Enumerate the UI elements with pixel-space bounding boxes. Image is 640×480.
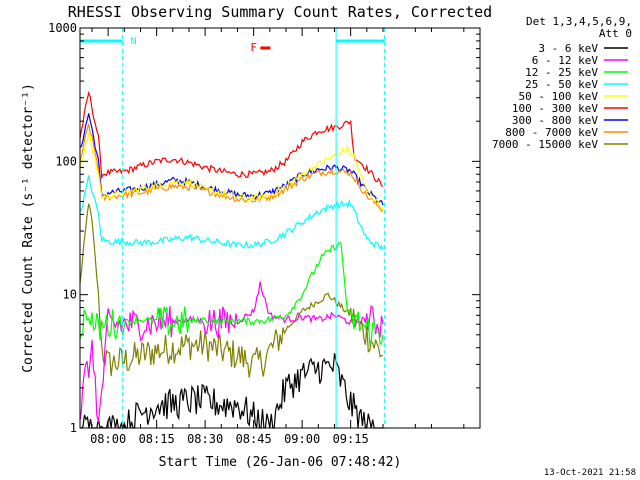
series-line — [79, 281, 384, 423]
legend-label: 7000 - 15000 keV — [492, 138, 598, 151]
series-line — [79, 131, 384, 211]
legend-label: 800 - 7000 keV — [505, 126, 598, 139]
x-tick-label: 08:30 — [187, 432, 223, 446]
y-tick-label: 1000 — [48, 21, 77, 35]
legend-label: 25 - 50 keV — [525, 78, 598, 91]
legend-label: 100 - 300 keV — [512, 102, 598, 115]
chart-title: RHESSI Observing Summary Count Rates, Co… — [68, 3, 492, 21]
x-tick-label: 08:15 — [139, 432, 175, 446]
legend-label: 3 - 6 keV — [538, 42, 598, 55]
series-line — [79, 241, 384, 347]
series-line — [79, 203, 384, 378]
y-tick-label: 1 — [70, 421, 77, 435]
series-line — [79, 175, 384, 251]
plot-frame — [79, 27, 481, 429]
x-axis-label: Start Time (26-Jan-06 07:48:42) — [159, 455, 402, 470]
footer-date: 13-Oct-2021 21:58 — [544, 468, 636, 478]
legend-label: 300 - 800 keV — [512, 114, 598, 127]
y-axis-label: Corrected Count Rate (s⁻¹ detector⁻¹) — [21, 83, 36, 373]
x-tick-label: 08:45 — [236, 432, 272, 446]
x-tick-label: 08:00 — [90, 432, 126, 446]
y-tick-label: 100 — [55, 154, 77, 168]
flare-label: F — [250, 41, 257, 54]
night-label: N — [131, 36, 137, 47]
legend-header-line: Det 1,3,4,5,6,9, — [526, 15, 632, 28]
series-line — [79, 123, 384, 213]
axis-ticks: 1 10 100 1000 08:00 08:15 08:30 08:45 09:00 09:15 — [48, 21, 480, 446]
series-line — [80, 353, 383, 431]
legend-label: 50 - 100 keV — [519, 90, 599, 103]
x-tick-label: 09:15 — [333, 432, 369, 446]
legend-label: 6 - 12 keV — [532, 54, 599, 67]
series-line — [79, 90, 384, 187]
x-tick-label: 09:00 — [284, 432, 320, 446]
series-layer — [79, 90, 384, 431]
legend-label: 12 - 25 keV — [525, 66, 598, 79]
y-tick-label: 10 — [63, 288, 77, 302]
legend-header-line: Att 0 — [599, 27, 632, 40]
